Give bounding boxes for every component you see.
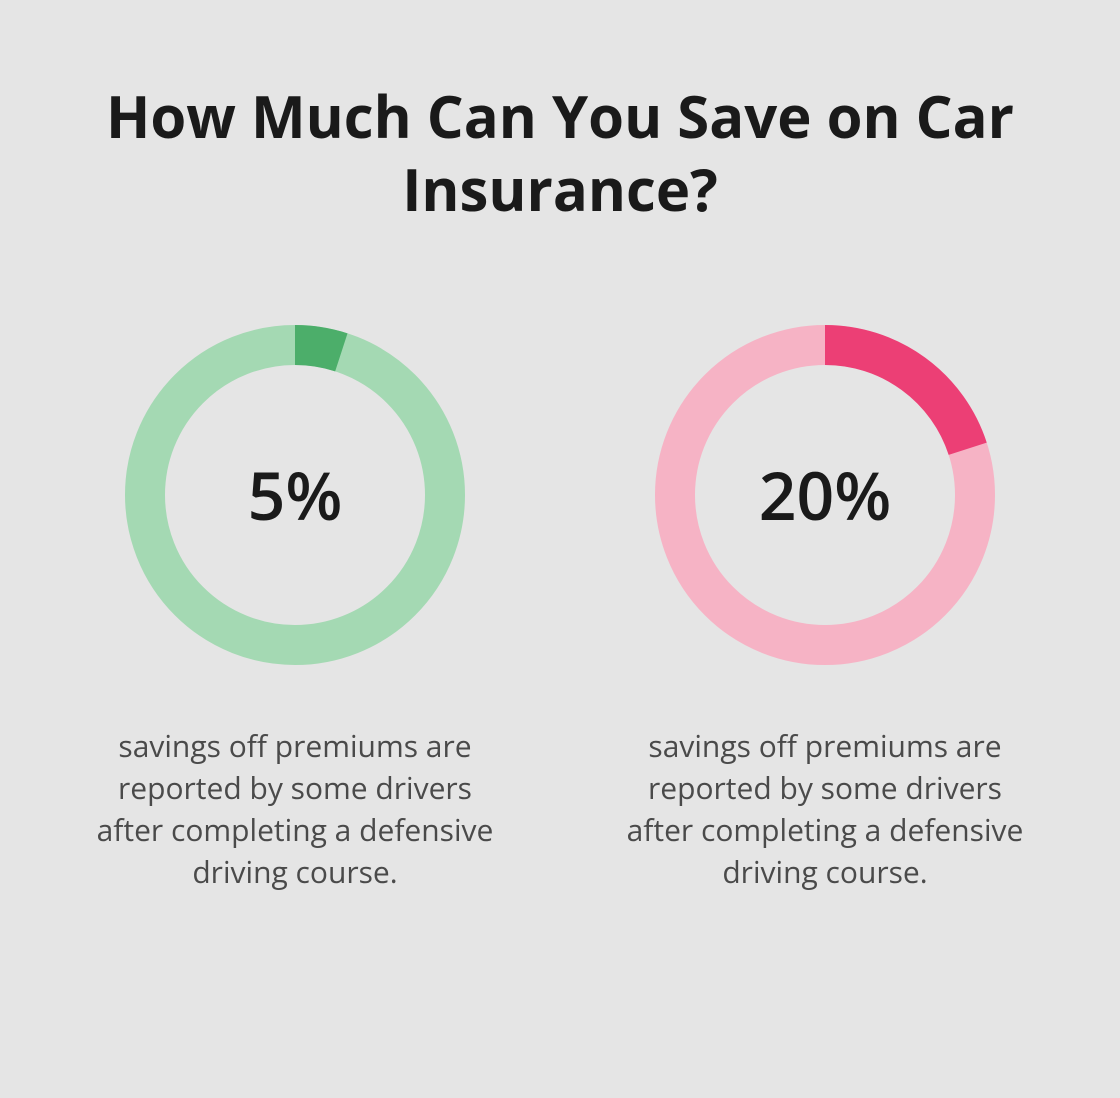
donut-center-label-1: 20% — [645, 315, 1005, 675]
donut-chart-0: 5% — [115, 315, 475, 675]
donut-center-label-0: 5% — [115, 315, 475, 675]
donut-chart-1: 20% — [645, 315, 1005, 675]
page-title: How Much Can You Save on Car Insurance? — [80, 80, 1040, 225]
infographic-container: How Much Can You Save on Car Insurance? … — [0, 0, 1120, 1098]
chart-caption-0: savings off premiums are reported by som… — [85, 725, 505, 893]
chart-column-1: 20% savings off premiums are reported by… — [605, 315, 1045, 893]
chart-column-0: 5% savings off premiums are reported by … — [75, 315, 515, 893]
chart-caption-1: savings off premiums are reported by som… — [615, 725, 1035, 893]
charts-row: 5% savings off premiums are reported by … — [60, 315, 1060, 893]
